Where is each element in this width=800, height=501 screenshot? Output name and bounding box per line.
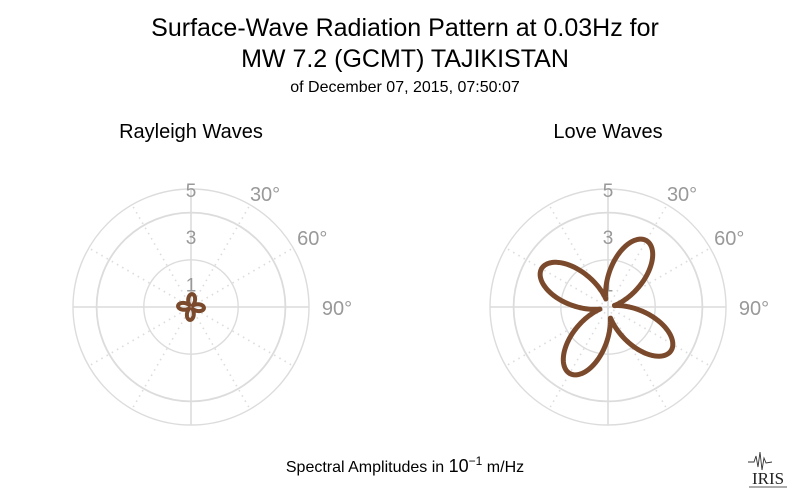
polar-grid	[72, 188, 310, 426]
amplitude-units-label: Spectral Amplitudes in 10−1 m/Hz	[286, 454, 524, 476]
radial-tick-label: 5	[186, 181, 197, 202]
grid-spoke	[190, 204, 251, 308]
grid-spoke	[131, 306, 192, 410]
love-panel: Love Waves 135 30°60°90°	[489, 121, 769, 426]
logo-text: IRIS	[752, 469, 784, 488]
units-suffix: m/Hz	[482, 459, 524, 476]
grid-spoke	[190, 306, 251, 410]
grid-ring	[512, 211, 704, 403]
grid-ring	[489, 188, 727, 426]
angle-label: 60°	[714, 228, 744, 250]
units-base: 10	[449, 456, 469, 476]
iris-logo: IRIS	[748, 451, 787, 488]
grid-spoke	[190, 247, 294, 308]
radial-tick-label: 3	[603, 228, 614, 249]
chart-title-line2: MW 7.2 (GCMT) TAJIKISTAN	[241, 45, 569, 73]
angle-label: 30°	[667, 184, 697, 206]
grid-spoke	[131, 204, 192, 308]
seismogram-trace	[748, 451, 773, 471]
grid-ring	[560, 259, 656, 355]
grid-ring	[143, 259, 239, 355]
panel-title: Rayleigh Waves	[119, 121, 263, 143]
radial-tick-label: 1	[186, 275, 197, 296]
polar-grid	[489, 188, 727, 426]
radial-tick-label: 5	[603, 181, 614, 202]
panel-title: Love Waves	[553, 121, 662, 143]
grid-spoke	[88, 247, 192, 308]
radiation-pattern-curve	[537, 236, 676, 378]
radiation-pattern-curve	[176, 292, 206, 322]
grid-spoke	[88, 306, 192, 367]
rayleigh-panel: Rayleigh Waves 1 3 5 30° 60° 90°	[72, 121, 352, 426]
angle-label: 90°	[322, 298, 352, 320]
chart-subtitle: of December 07, 2015, 07:50:07	[290, 79, 520, 96]
radial-tick-label: 3	[186, 228, 197, 249]
chart-title-line1: Surface-Wave Radiation Pattern at 0.03Hz…	[151, 14, 659, 42]
grid-ring	[72, 188, 310, 426]
units-exponent: −1	[469, 454, 483, 468]
grid-ring	[95, 211, 287, 403]
angle-label: 30°	[250, 184, 280, 206]
grid-spoke	[190, 306, 294, 367]
units-prefix: Spectral Amplitudes in	[286, 459, 449, 476]
angle-label: 90°	[739, 298, 769, 320]
angle-label: 60°	[297, 228, 327, 250]
